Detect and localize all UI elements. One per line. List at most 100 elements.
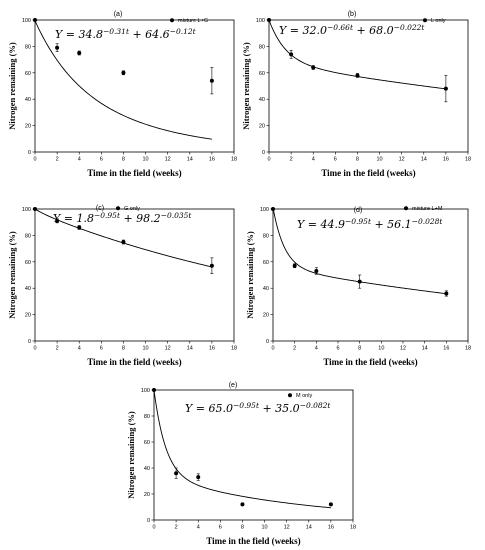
y-tick-label: 40 [263,286,269,292]
x-tick-label: 6 [334,157,337,163]
y-tick-label: 0 [147,518,150,524]
x-tick-label: 12 [399,157,405,163]
x-tick-label: 10 [376,157,382,163]
y-tick-label: 20 [144,492,150,498]
data-point [314,269,319,274]
x-tick-label: 8 [122,346,125,352]
x-tick-label: 4 [197,525,200,531]
panel-label: (c) [96,205,104,212]
fit-equation: Y = 32.0−0.66t + 68.0−0.022t [279,23,425,37]
x-tick-label: 0 [271,346,274,352]
y-tick-label: 100 [256,18,265,24]
x-tick-label: 2 [290,157,293,163]
data-point [240,502,245,507]
x-tick-label: 0 [33,157,36,163]
x-tick-label: 0 [267,157,270,163]
y-tick-label: 0 [28,339,31,345]
x-axis-title: Time in the field (weeks) [87,357,181,367]
plot-frame [153,389,354,521]
x-tick-label: 12 [284,525,290,531]
y-tick-label: 20 [25,313,31,319]
x-tick-label: 12 [165,157,171,163]
plot-frame [34,19,235,153]
plot-frame [268,19,469,153]
fit-equation: Y = 44.9−0.95t + 56.1−0.028t [297,217,443,231]
x-tick-label: 16 [209,157,215,163]
data-point [357,279,362,284]
fit-equation: Y = 1.8−0.95t + 98.2−0.035t [53,211,192,225]
legend-marker [288,393,292,398]
x-tick-label: 6 [100,157,103,163]
y-tick-label: 80 [25,233,31,239]
x-tick-label: 4 [312,157,315,163]
x-tick-label: 6 [100,346,103,352]
x-tick-label: 16 [443,346,449,352]
panel-label: (b) [348,11,357,18]
x-tick-label: 16 [209,346,215,352]
fitted-curve [153,389,331,509]
x-tick-label: 2 [293,346,296,352]
x-tick-label: 4 [78,346,81,352]
y-tick-label: 80 [259,44,265,50]
data-point [121,70,126,75]
y-tick-label: 20 [25,124,31,130]
x-tick-label: 8 [122,157,125,163]
data-point [444,291,449,296]
x-tick-label: 14 [306,525,312,531]
y-tick-label: 0 [262,150,265,156]
y-tick-label: 40 [25,286,31,292]
y-tick-label: 100 [22,207,31,213]
y-tick-label: 80 [25,44,31,50]
x-tick-label: 6 [219,525,222,531]
fitted-curve [34,20,212,140]
y-axis-title: Nitrogen remaining (%) [7,42,17,130]
y-tick-label: 20 [263,313,269,319]
x-tick-label: 4 [78,157,81,163]
x-tick-label: 8 [241,525,244,531]
x-tick-label: 0 [152,525,155,531]
x-axis-title: Time in the field (weeks) [206,536,300,546]
x-tick-label: 0 [33,346,36,352]
x-tick-label: 6 [336,346,339,352]
x-tick-label: 10 [261,525,267,531]
legend-marker [423,18,427,23]
data-point [121,240,126,244]
x-axis-title: Time in the field (weeks) [87,168,181,178]
y-tick-label: 0 [266,339,269,345]
x-tick-label: 14 [421,157,427,163]
chart-panel-3: 0 2 4 6 8 10 12 14 16 18 0 20 40 60 80 100 Time in the f… [7,205,237,367]
chart-panel-4: 0 2 4 6 8 10 12 14 16 18 0 20 40 60 80 100 Time in the f… [245,206,471,367]
x-tick-label: 2 [56,157,59,163]
x-tick-label: 18 [231,157,237,163]
x-tick-label: 2 [56,346,59,352]
x-tick-label: 18 [465,157,471,163]
x-tick-label: 16 [328,525,334,531]
x-tick-label: 10 [142,346,148,352]
y-tick-label: 100 [22,18,31,24]
x-tick-label: 4 [315,346,318,352]
data-point [77,225,82,230]
data-point [355,73,360,78]
y-tick-label: 40 [25,97,31,103]
legend-label: mixture L+G [178,18,208,24]
fit-equation: Y = 65.0−0.95t + 35.0−0.082t [185,401,331,415]
data-point [267,18,271,22]
data-point [55,45,60,50]
data-point [77,51,82,55]
y-tick-label: 60 [263,260,269,266]
x-axis-title: Time in the field (weeks) [321,168,415,178]
data-point [443,86,448,91]
legend-marker [404,206,408,211]
y-tick-label: 60 [259,71,265,77]
data-point [289,52,294,57]
x-tick-label: 18 [465,346,471,352]
legend-marker [116,206,120,211]
x-tick-label: 10 [142,157,148,163]
data-point [311,65,316,70]
y-tick-label: 80 [263,233,269,239]
x-tick-label: 16 [443,157,449,163]
legend-marker [170,18,174,23]
x-tick-label: 12 [400,346,406,352]
data-point [328,502,333,507]
